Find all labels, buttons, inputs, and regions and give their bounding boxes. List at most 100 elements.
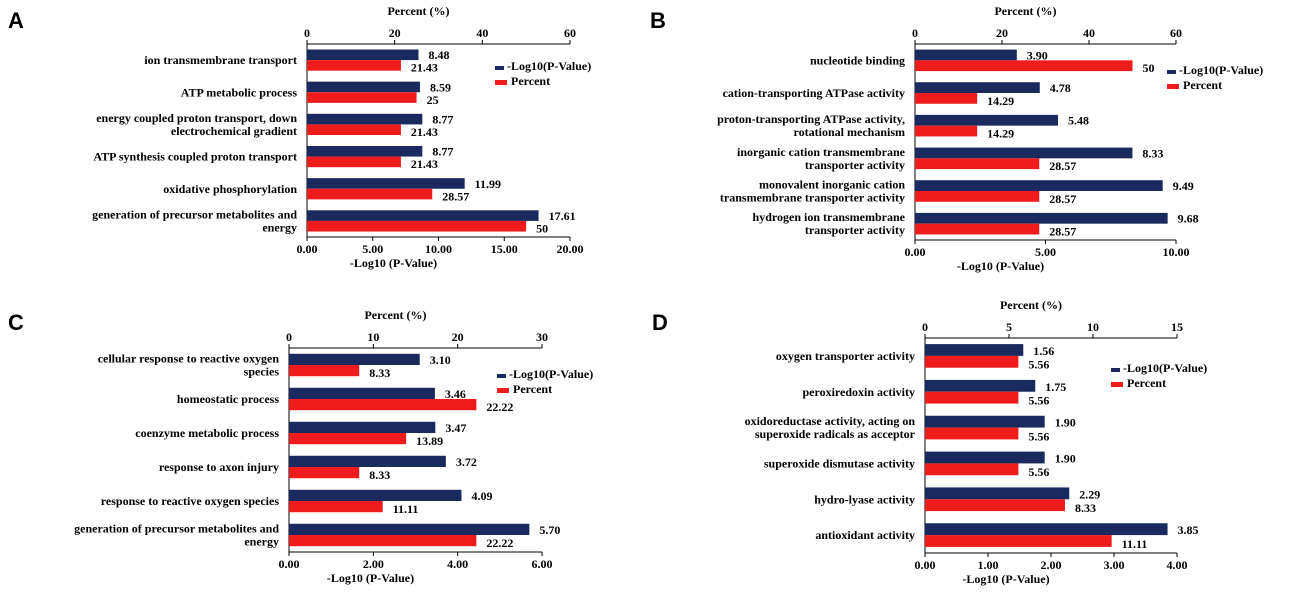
value-label-percent: 11.11 xyxy=(1122,537,1148,551)
value-label-percent: 28.57 xyxy=(442,189,469,203)
bottom-tick-label: 5.00 xyxy=(1035,245,1056,259)
category-label-line: energy xyxy=(262,220,297,234)
bar-pvalue xyxy=(925,344,1024,356)
value-label-pvalue: 1.90 xyxy=(1055,451,1076,465)
value-label-pvalue: 3.85 xyxy=(1178,523,1199,537)
category-label: generation of precursor metabolites ande… xyxy=(74,522,279,549)
panel-letter: D xyxy=(652,310,668,335)
value-label-percent: 11.11 xyxy=(393,502,419,516)
legend-swatch-percent xyxy=(1167,84,1179,89)
legend: -Log10(P-Value)Percent xyxy=(1111,361,1207,390)
category-label-line: inorganic cation transmembrane xyxy=(737,145,906,159)
value-label-pvalue: 5.70 xyxy=(539,523,560,537)
bar-pvalue xyxy=(915,82,1040,93)
value-label-pvalue: 4.78 xyxy=(1050,81,1071,95)
value-label-pvalue: 8.77 xyxy=(432,145,453,159)
value-label-pvalue: 8.59 xyxy=(430,80,451,94)
bar-percent xyxy=(307,124,401,136)
top-axis-title: Percent (%) xyxy=(994,4,1056,18)
bar-pvalue xyxy=(289,455,446,467)
panel-d: D 0 5 10 15 Percent (%) 0.00 1.00 2.00 3.00 4.00 -L… xyxy=(652,298,1207,586)
value-label-percent: 14.29 xyxy=(987,94,1014,108)
category-label: monovalent inorganic cationtransmembrane… xyxy=(720,178,905,205)
value-label-percent: 5.56 xyxy=(1028,394,1049,408)
category-label-line: hydrogen ion transmembrane xyxy=(753,210,906,224)
category-label: response to axon injury xyxy=(159,460,279,474)
category-label-line: proton-transporting ATPase activity, xyxy=(717,112,905,126)
bar-pvalue xyxy=(289,353,420,365)
value-label-percent: 21.43 xyxy=(411,125,438,139)
top-tick-label: 60 xyxy=(1170,26,1182,40)
bar-pvalue xyxy=(925,415,1045,428)
bar-pvalue xyxy=(307,178,465,189)
category-label: cellular response to reactive oxygenspec… xyxy=(98,352,280,379)
value-label-percent: 8.33 xyxy=(1075,501,1096,515)
category-label: antioxidant activity xyxy=(815,528,915,542)
bottom-axis-title: -Log10 (P-Value) xyxy=(957,259,1044,273)
value-label-pvalue: 3.46 xyxy=(445,387,466,401)
bar-percent xyxy=(915,191,1040,202)
legend-swatch-pvalue xyxy=(495,66,504,70)
bar-percent xyxy=(925,427,1019,440)
category-label: homeostatic process xyxy=(177,392,279,406)
top-tick-label: 40 xyxy=(1083,26,1095,40)
legend-swatch-pvalue xyxy=(1167,70,1176,74)
legend-label-pvalue: -Log10(P-Value) xyxy=(507,59,591,73)
panel-b: B 0 20 40 60 Percent (%) 0.00 5.00 10.00 -Log10 (… xyxy=(650,4,1263,273)
top-axis-title: Percent (%) xyxy=(1000,298,1062,312)
legend-label-pvalue: -Log10(P-Value) xyxy=(509,367,593,381)
value-label-pvalue: 4.09 xyxy=(471,489,492,503)
value-label-percent: 50 xyxy=(536,222,548,236)
legend-swatch-pvalue xyxy=(497,374,506,378)
bar-pvalue xyxy=(925,379,1036,392)
category-label-line: response to axon injury xyxy=(159,460,279,474)
value-label-pvalue: 1.75 xyxy=(1045,380,1066,394)
legend: -Log10(P-Value)Percent xyxy=(1167,63,1263,92)
category-label-line: generation of precursor metabolites and xyxy=(92,207,297,221)
category-label-line: rotational mechanism xyxy=(794,125,905,139)
legend-label-percent: Percent xyxy=(511,74,550,88)
value-label-pvalue: 3.90 xyxy=(1027,48,1048,62)
value-label-percent: 5.56 xyxy=(1028,429,1049,443)
category-label: inorganic cation transmembranetransporte… xyxy=(737,145,906,172)
bar-pvalue xyxy=(307,113,423,125)
top-tick-label: 10 xyxy=(1087,320,1099,334)
category-label-line: transporter activity xyxy=(805,158,905,172)
legend-label-percent: Percent xyxy=(1183,78,1222,92)
bar-percent xyxy=(307,60,401,71)
top-axis-title: Percent (%) xyxy=(364,308,426,322)
value-label-pvalue: 3.47 xyxy=(445,421,466,435)
top-tick-label: 0 xyxy=(304,26,310,40)
top-axis-title: Percent (%) xyxy=(387,4,449,18)
bottom-tick-label: 10.00 xyxy=(1163,245,1190,259)
value-label-pvalue: 1.90 xyxy=(1055,416,1076,430)
bottom-tick-label: 2.00 xyxy=(1041,558,1062,572)
value-label-pvalue: 2.29 xyxy=(1079,487,1100,501)
bar-percent xyxy=(925,355,1019,368)
category-label: ATP metabolic process xyxy=(181,85,298,99)
category-label: generation of precursor metabolites ande… xyxy=(92,207,297,234)
value-label-percent: 28.57 xyxy=(1049,159,1076,173)
value-label-pvalue: 8.48 xyxy=(429,48,450,62)
bar-percent xyxy=(289,365,360,377)
bar-pvalue xyxy=(925,487,1070,500)
legend: -Log10(P-Value)Percent xyxy=(497,367,593,396)
category-label-line: transmembrane transporter activity xyxy=(720,191,905,205)
panel-letter: C xyxy=(8,310,24,335)
legend-label-pvalue: -Log10(P-Value) xyxy=(1179,63,1263,77)
bottom-tick-label: 10.00 xyxy=(425,242,452,256)
top-tick-label: 40 xyxy=(476,26,488,40)
value-label-percent: 50 xyxy=(1143,61,1155,75)
category-label: nucleotide binding xyxy=(810,53,905,67)
legend-swatch-percent xyxy=(1111,382,1123,387)
value-label-percent: 8.33 xyxy=(369,366,390,380)
value-label-pvalue: 3.10 xyxy=(430,353,451,367)
value-label-percent: 14.29 xyxy=(987,126,1014,140)
bar-pvalue xyxy=(289,489,462,501)
bar-percent xyxy=(915,158,1040,170)
bottom-tick-label: 2.00 xyxy=(363,557,384,571)
category-label: response to reactive oxygen species xyxy=(101,494,280,508)
bar-percent xyxy=(289,467,360,479)
category-label-line: cellular response to reactive oxygen xyxy=(98,352,280,366)
